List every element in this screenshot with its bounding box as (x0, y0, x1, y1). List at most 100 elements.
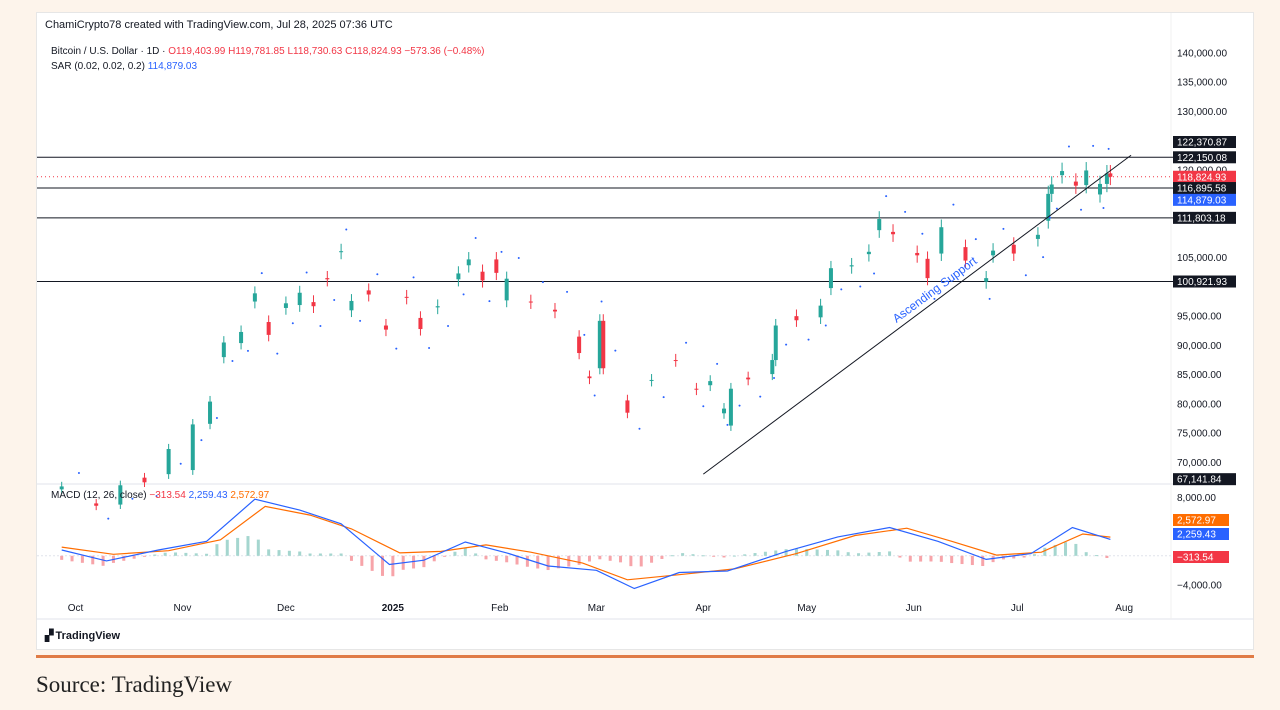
ascending-support-label: Ascending Support (890, 253, 980, 325)
sar-dot (1080, 208, 1083, 211)
macd-histogram-bar (556, 555, 560, 569)
sar-dot (638, 427, 641, 430)
sar-dot (566, 290, 569, 293)
sar-dot (376, 273, 379, 276)
price-tag (1173, 136, 1236, 149)
candle (601, 320, 606, 369)
macd-histogram-bar (349, 555, 353, 561)
sar-dot (305, 271, 308, 274)
macd-histogram-bar (970, 555, 974, 566)
sar-dot (107, 517, 110, 520)
price-tag (1173, 211, 1236, 224)
macd-histogram-bar (763, 551, 767, 556)
macd-histogram-bar (722, 555, 726, 558)
candle (404, 296, 409, 298)
sar-dot (260, 272, 263, 275)
macd-histogram-bar (587, 555, 591, 562)
macd-histogram-bar (743, 554, 747, 556)
sar-dot (1042, 256, 1045, 259)
sar-dot (246, 349, 249, 352)
macd-histogram-bar (236, 537, 240, 556)
sar-dot (840, 288, 843, 291)
price-tick-label: 75,000.00 (1177, 429, 1222, 440)
candle (773, 325, 778, 361)
candle (552, 309, 557, 312)
macd-info: MACD (12, 26, close) −313.54 2,259.43 2,… (51, 490, 269, 501)
time-axis-label: Nov (174, 603, 192, 614)
macd-histogram-bar (370, 555, 374, 571)
open-value: O119,403.99 (168, 46, 226, 57)
sar-dot (447, 325, 450, 328)
sar-dot (179, 462, 182, 465)
chart-canvas[interactable]: Ascending Support 140,000.00 135,000.00 130… (37, 13, 1253, 649)
sar-value: 114,879.03 (147, 61, 198, 72)
macd-histogram-bar (598, 555, 602, 560)
price-tag (1173, 182, 1236, 195)
candle (1073, 181, 1078, 186)
macd-histogram-bar (805, 549, 809, 556)
macd-histogram-bar (391, 555, 395, 577)
price-tick-label: 130,000.00 (1177, 107, 1227, 118)
candle (746, 377, 751, 380)
macd-histogram-bar (908, 555, 912, 562)
macd-tag (1173, 551, 1229, 563)
sar-dot (873, 272, 876, 275)
change-value: −573.36 (−0.48%) (404, 46, 485, 57)
price-tick-label: 140,000.00 (1177, 48, 1227, 59)
candle (1046, 193, 1051, 221)
macd-label: MACD (12, 26, close) (51, 490, 147, 501)
candle (925, 258, 930, 279)
macd-histogram-bar (505, 555, 509, 563)
macd-histogram-bar (650, 555, 654, 563)
macd-histogram-bar (318, 553, 322, 556)
macd-histogram-bar (142, 555, 146, 557)
time-axis-label: Mar (588, 603, 606, 614)
sar-dot (200, 439, 203, 442)
sar-dot (759, 395, 762, 398)
sar-dot (1055, 207, 1058, 210)
macd-histogram-bar (287, 550, 291, 556)
tradingview-logo[interactable]: ▞ TradingView (45, 629, 120, 642)
candle (728, 388, 733, 426)
macd-histogram-bar (267, 549, 271, 556)
sar-dot (904, 210, 907, 213)
macd-histogram-bar (225, 539, 229, 556)
candle (770, 360, 775, 375)
macd-histogram-bar (701, 555, 705, 557)
macd-histogram-bar (308, 553, 312, 556)
candle (891, 231, 896, 235)
macd-histogram-bar (412, 555, 416, 569)
candle (673, 360, 678, 362)
sar-dot (785, 343, 788, 346)
candle (866, 251, 871, 255)
candle (266, 322, 271, 335)
candle (311, 302, 316, 307)
price-tag (1173, 170, 1236, 183)
candle (577, 336, 582, 354)
sar-dot (1048, 216, 1051, 219)
macd-signal-value: 2,572.97 (230, 490, 270, 501)
macd-histogram-bar (712, 555, 716, 557)
macd-histogram-bar (381, 555, 385, 576)
macd-histogram-bar (184, 552, 188, 556)
chart-frame: Ascending Support 140,000.00 135,000.00 130… (36, 12, 1254, 650)
sar-dot (859, 285, 862, 288)
candle (59, 486, 64, 490)
candle (794, 316, 799, 321)
macd-tag-label: −313.54 (1177, 553, 1214, 564)
sar-dot (600, 300, 603, 303)
high-value: H119,781.85 (228, 46, 285, 57)
macd-histogram-bar (194, 553, 198, 556)
macd-histogram-bar (753, 553, 757, 556)
macd-histogram-bar (608, 555, 612, 561)
candle (1084, 170, 1089, 186)
candle (166, 448, 171, 475)
sar-dot (614, 349, 617, 352)
sar-dot (517, 256, 520, 259)
macd-tag (1173, 514, 1229, 526)
time-axis-label: Jul (1011, 603, 1024, 614)
macd-histogram-bar (815, 549, 819, 556)
macd-histogram-bar (846, 552, 850, 556)
macd-histogram-bar (91, 555, 95, 565)
candle (339, 251, 344, 253)
